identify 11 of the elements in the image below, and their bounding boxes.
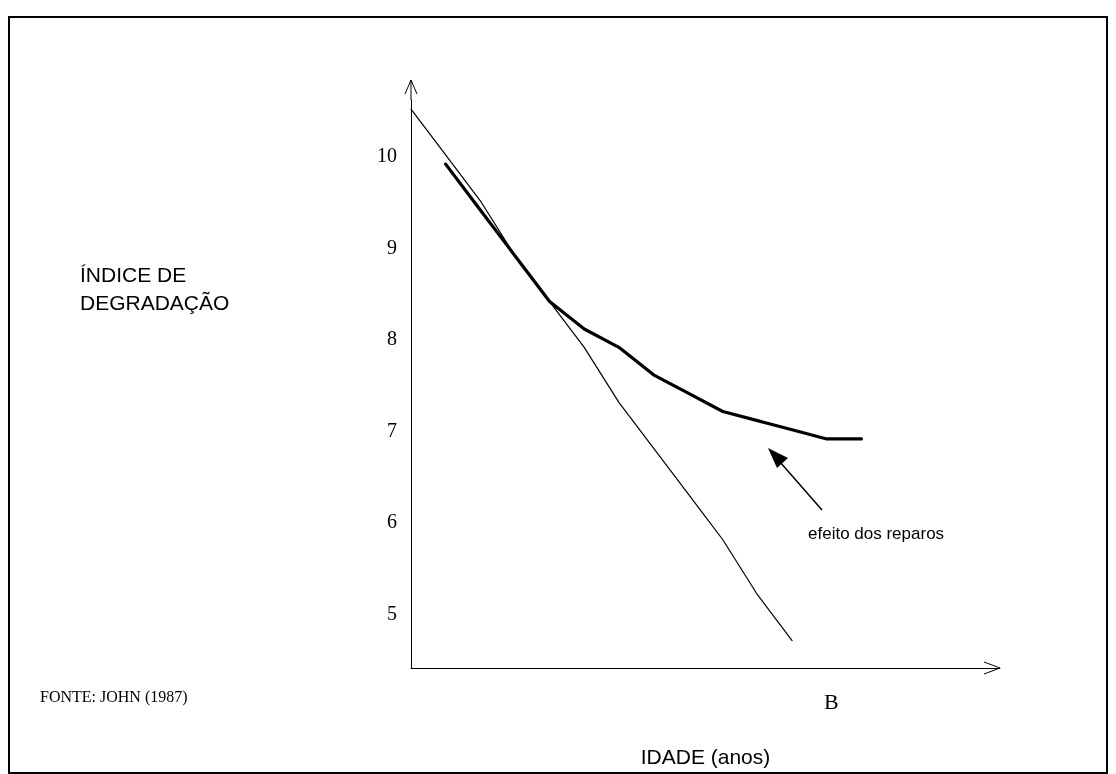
annotation: efeito dos reparos <box>808 524 945 543</box>
y-tick-label: 7 <box>387 418 397 441</box>
text: ÍNDICE DE DEGRADAÇÃO <box>80 262 230 314</box>
text: B <box>824 688 839 714</box>
y-tick-label: 9 <box>387 235 397 258</box>
y-tick-label: 6 <box>387 510 397 533</box>
y-tick-label: 5 <box>387 602 397 625</box>
source-note: FONTE: JOHN (1987) <box>40 687 188 706</box>
x-axis-title: IDADE (anos) <box>640 745 771 768</box>
y-tick-label: 10 <box>377 143 397 166</box>
y-tick-label: 8 <box>387 327 397 350</box>
